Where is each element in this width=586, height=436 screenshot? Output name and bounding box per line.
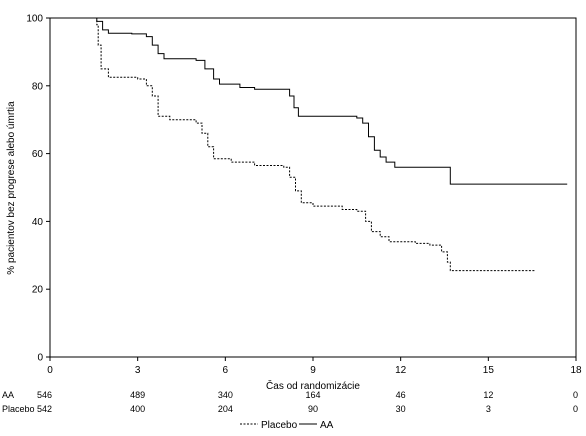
risk-count: 46: [396, 390, 406, 400]
x-tick-label: 15: [483, 365, 495, 376]
x-tick-label: 12: [395, 365, 407, 376]
x-tick-label: 18: [570, 365, 582, 376]
legend-label-aa: AA: [320, 420, 334, 431]
y-tick-label: 60: [32, 149, 44, 160]
x-tick-label: 3: [135, 365, 141, 376]
risk-count: 340: [218, 390, 233, 400]
survival-curves: [50, 17, 568, 272]
axis-ticks: 0 20 40 60 80 100 0 3 6 9 12 15 18: [26, 14, 582, 377]
risk-row-label: AA: [2, 390, 14, 400]
y-tick-label: 80: [32, 81, 44, 92]
plot-border: [49, 17, 577, 358]
legend: Placebo AA: [240, 420, 334, 431]
x-tick-label: 9: [310, 365, 316, 376]
risk-count: 0: [573, 390, 578, 400]
risk-count: 0: [573, 404, 578, 414]
legend-label-placebo: Placebo: [261, 420, 298, 431]
risk-count: 12: [483, 390, 493, 400]
y-axis-label: % pacientov bez progrese alebo úmrtia: [6, 101, 17, 275]
x-tick-label: 0: [47, 365, 53, 376]
series-line-aa: [50, 17, 568, 185]
risk-count: 489: [130, 390, 145, 400]
x-axis-label: Čas od randomizácie: [266, 379, 360, 392]
y-tick-label: 40: [32, 217, 44, 228]
risk-count: 30: [396, 404, 406, 414]
risk-count: 204: [218, 404, 233, 414]
x-tick-label: 6: [223, 365, 229, 376]
risk-count: 542: [37, 404, 52, 414]
risk-count: 90: [308, 404, 318, 414]
y-tick-label: 100: [26, 14, 43, 25]
risk-count: 3: [486, 404, 491, 414]
risk-count: 400: [130, 404, 145, 414]
y-tick-label: 0: [37, 353, 43, 364]
plot-frame: [49, 17, 577, 358]
risk-count: 164: [305, 390, 320, 400]
y-tick-label: 20: [32, 285, 44, 296]
risk-row-label: Placebo: [2, 404, 35, 414]
series-line-placebo: [50, 17, 536, 272]
risk-count: 546: [37, 390, 52, 400]
